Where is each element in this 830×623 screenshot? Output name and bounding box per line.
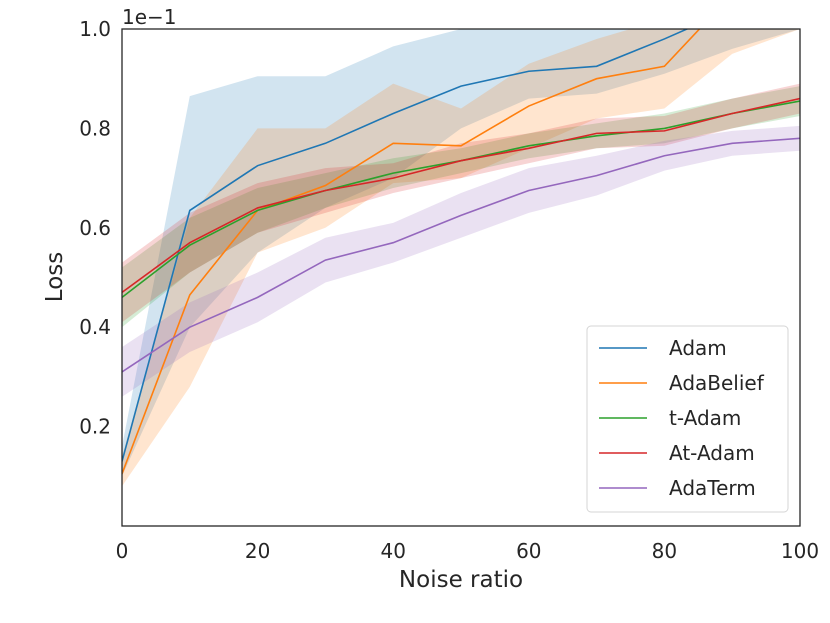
legend-label-adaterm: AdaTerm <box>669 476 756 500</box>
confidence-bands <box>122 29 800 487</box>
x-axis-ticks: 0 20 40 60 80 100 <box>116 539 819 563</box>
line-adam <box>122 29 689 462</box>
line-at-adam <box>122 97 800 294</box>
x-tick-label-5: 100 <box>781 539 819 563</box>
x-tick-label-3: 60 <box>516 539 541 563</box>
y-tick-label-1: 0.4 <box>79 315 111 339</box>
x-tick-label-1: 20 <box>245 539 270 563</box>
band-t-adam <box>122 86 800 328</box>
y-axis-ticks: 0.2 0.4 0.6 0.8 1.0 <box>79 17 111 439</box>
x-tick-label-4: 80 <box>652 539 677 563</box>
line-adaterm <box>122 137 800 373</box>
y-tick-label-4: 1.0 <box>79 17 111 41</box>
legend-label-adabelief: AdaBelief <box>669 371 765 395</box>
x-axis-label: Noise ratio <box>399 567 523 593</box>
legend-box <box>586 325 789 513</box>
y-tick-label-3: 0.8 <box>79 116 111 140</box>
y-scale-label: 1e−1 <box>122 5 177 29</box>
x-tick-label-2: 40 <box>380 539 405 563</box>
band-adaterm <box>122 125 800 397</box>
legend-label-t-adam: t-Adam <box>669 406 741 430</box>
legend-label-at-adam: At-Adam <box>669 441 755 465</box>
series-lines <box>122 29 800 475</box>
y-axis-label: Loss <box>42 252 68 302</box>
line-adabelief <box>122 29 701 475</box>
plot-frame <box>121 28 801 527</box>
legend: Adam AdaBelief t-Adam At-Adam AdaTerm <box>586 325 789 513</box>
band-at-adam <box>122 83 800 323</box>
y-tick-label-2: 0.6 <box>79 216 111 240</box>
legend-label-adam: Adam <box>669 336 727 360</box>
band-adam <box>122 29 800 477</box>
x-tick-label-0: 0 <box>116 539 129 563</box>
y-tick-label-0: 0.2 <box>79 415 111 439</box>
band-adabelief <box>122 29 800 487</box>
